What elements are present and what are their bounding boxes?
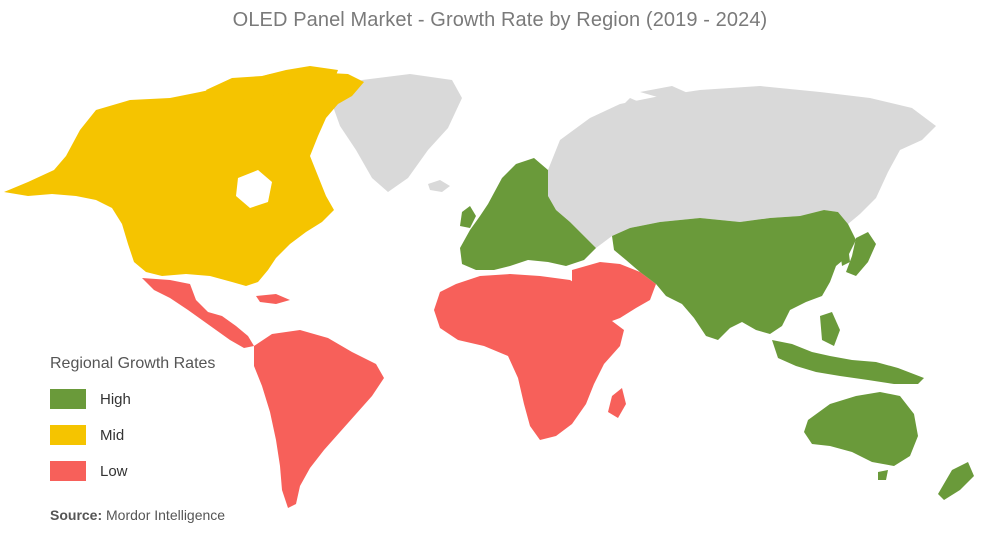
legend: Regional Growth Rates High Mid Low (50, 355, 215, 497)
legend-label-mid: Mid (100, 426, 125, 444)
hudson-bay (236, 170, 272, 208)
map-title: OLED Panel Market - Growth Rate by Regio… (232, 9, 768, 31)
region-middle-east (572, 262, 656, 324)
source-text: Mordor Intelligence (106, 507, 226, 523)
legend-swatch-mid (50, 425, 86, 445)
region-novaya (618, 98, 644, 116)
region-iceland (428, 180, 450, 192)
region-arctic-islands (640, 86, 690, 100)
legend-label-high: High (100, 390, 131, 408)
legend-label-low: Low (100, 462, 128, 480)
source-credit: Source: Mordor Intelligence (50, 507, 225, 523)
region-africa (434, 274, 624, 440)
region-north-america (4, 72, 364, 286)
region-new-zealand (938, 462, 974, 500)
region-central-america (142, 278, 254, 348)
region-philippines (820, 312, 840, 346)
region-southeast-asia (772, 340, 924, 384)
legend-item-low: Low (50, 461, 215, 481)
legend-swatch-high (50, 389, 86, 409)
region-greenland (330, 74, 462, 192)
region-canada-islands (206, 66, 338, 102)
source-prefix: Source: (50, 507, 103, 523)
legend-item-high: High (50, 389, 215, 409)
legend-title: Regional Growth Rates (50, 355, 216, 372)
legend-swatch-low (50, 461, 86, 481)
region-korea (840, 246, 850, 266)
region-europe (460, 158, 596, 270)
region-caribbean (256, 294, 290, 304)
region-tasmania (878, 470, 888, 480)
region-madagascar (608, 388, 626, 418)
region-japan (846, 232, 876, 276)
region-australia (804, 392, 918, 466)
region-south-america (254, 330, 384, 508)
region-asia (612, 210, 856, 340)
region-uk (460, 206, 476, 228)
region-russia (548, 86, 936, 248)
legend-item-mid: Mid (50, 425, 215, 445)
